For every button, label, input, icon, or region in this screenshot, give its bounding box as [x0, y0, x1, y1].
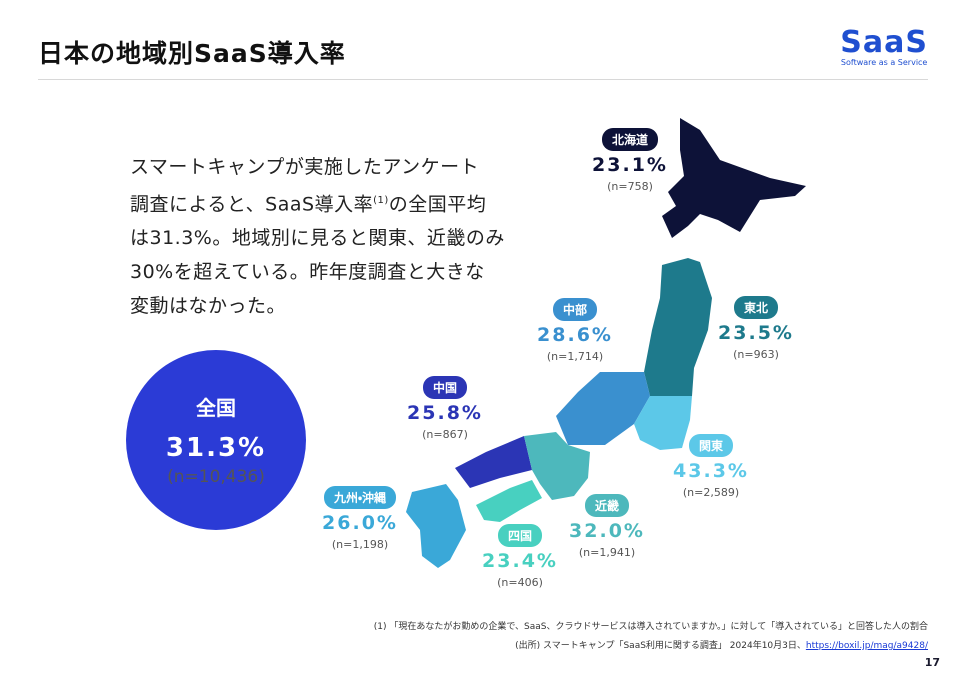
body-line: スマートキャンプが実施したアンケート: [130, 150, 505, 184]
region-shape: [524, 432, 590, 500]
region-name: 中国: [422, 376, 467, 399]
divider: [38, 79, 928, 80]
body-span: の全国平均: [388, 193, 487, 216]
region-label: 中部 28.6% (n=1,714): [515, 298, 635, 363]
region-shape: [556, 372, 650, 445]
region-label: 九州・沖縄 26.0% (n=1,198): [300, 486, 420, 551]
body-span: 30%を超えている。昨年度調査と大きな: [130, 261, 485, 284]
region-sample: (n=406): [497, 576, 543, 589]
region-sample: (n=963): [733, 348, 779, 361]
region-name: 九州・沖縄: [323, 486, 397, 509]
national-badge: 全国 31.3% (n=10,436): [126, 350, 306, 530]
region-sample: (n=1,941): [578, 546, 636, 559]
body-line: 調査によると、SaaS導入率(1)の全国平均: [130, 184, 505, 221]
region-sample: (n=2,589): [682, 486, 740, 499]
national-sample: (n=10,436): [167, 467, 265, 487]
logo-text: SaaS: [840, 25, 928, 60]
region-name: 関東: [688, 434, 733, 457]
region-label: 東北 23.5% (n=963): [696, 296, 816, 361]
region-shape: [476, 480, 542, 522]
region-shape: [662, 118, 806, 238]
region-value: 26.0%: [322, 512, 398, 534]
source-link[interactable]: https://boxil.jp/mag/a9428/: [805, 641, 928, 651]
region-value: 43.3%: [673, 460, 749, 482]
footnote: (1) 「現在あなたがお勤めの企業で、SaaS、クラウドサービスは導入されていま…: [373, 622, 928, 632]
region-value: 23.4%: [482, 550, 558, 572]
region-sample: (n=867): [422, 428, 468, 441]
region-value: 25.8%: [407, 402, 483, 424]
region-shape: [634, 396, 692, 450]
body-line: 変動はなかった。: [130, 289, 505, 323]
region-label: 四国 23.4% (n=406): [460, 524, 580, 589]
region-label: 北海道 23.1% (n=758): [570, 128, 690, 193]
footnote-ref: (1): [373, 195, 389, 206]
page-number: 17: [924, 656, 940, 669]
source: (出所) スマートキャンプ「SaaS利用に関する調査」 2024年10月3日、h…: [374, 637, 928, 656]
region-name: 近畿: [584, 494, 629, 517]
body-line: は31.3%。地域別に見ると関東、近畿のみ: [130, 221, 505, 255]
region-name: 中部: [552, 298, 597, 321]
logo: SaaS Software as a Service: [840, 28, 928, 68]
region-value: 23.1%: [592, 154, 668, 176]
region-sample: (n=1,198): [331, 538, 389, 551]
footnotes: (1) 「現在あなたがお勤めの企業で、SaaS、クラウドサービスは導入されていま…: [374, 618, 928, 656]
slide-title: 日本の地域別SaaS導入率: [38, 39, 346, 68]
region-sample: (n=758): [607, 180, 653, 193]
region-label: 近畿 32.0% (n=1,941): [547, 494, 667, 559]
body-text: スマートキャンプが実施したアンケート 調査によると、SaaS導入率(1)の全国平均…: [130, 150, 505, 323]
body-span: 調査によると、SaaS導入率: [130, 193, 374, 216]
region-value: 28.6%: [537, 324, 613, 346]
region-sample: (n=1,714): [546, 350, 604, 363]
region-shape: [644, 258, 712, 396]
body-span: スマートキャンプが実施したアンケート: [130, 156, 480, 178]
national-label: 全国: [196, 396, 236, 420]
region-value: 23.5%: [718, 322, 794, 344]
region-shape: [406, 484, 466, 568]
region-name: 北海道: [601, 128, 658, 151]
region-name: 東北: [733, 296, 778, 319]
national-value: 31.3%: [165, 433, 267, 463]
region-label: 中国 25.8% (n=867): [385, 376, 505, 441]
region-label: 関東 43.3% (n=2,589): [651, 434, 771, 499]
logo-subtitle: Software as a Service: [840, 58, 928, 67]
region-shape: [455, 436, 532, 488]
body-line: 30%を超えている。昨年度調査と大きな: [130, 255, 505, 289]
body-span: 変動はなかった。: [130, 295, 287, 318]
region-value: 32.0%: [569, 520, 645, 542]
region-name: 四国: [497, 524, 542, 547]
source-text: (出所) スマートキャンプ「SaaS利用に関する調査」 2024年10月3日、: [515, 641, 806, 651]
body-span: は31.3%。地域別に見ると関東、近畿のみ: [130, 227, 505, 250]
